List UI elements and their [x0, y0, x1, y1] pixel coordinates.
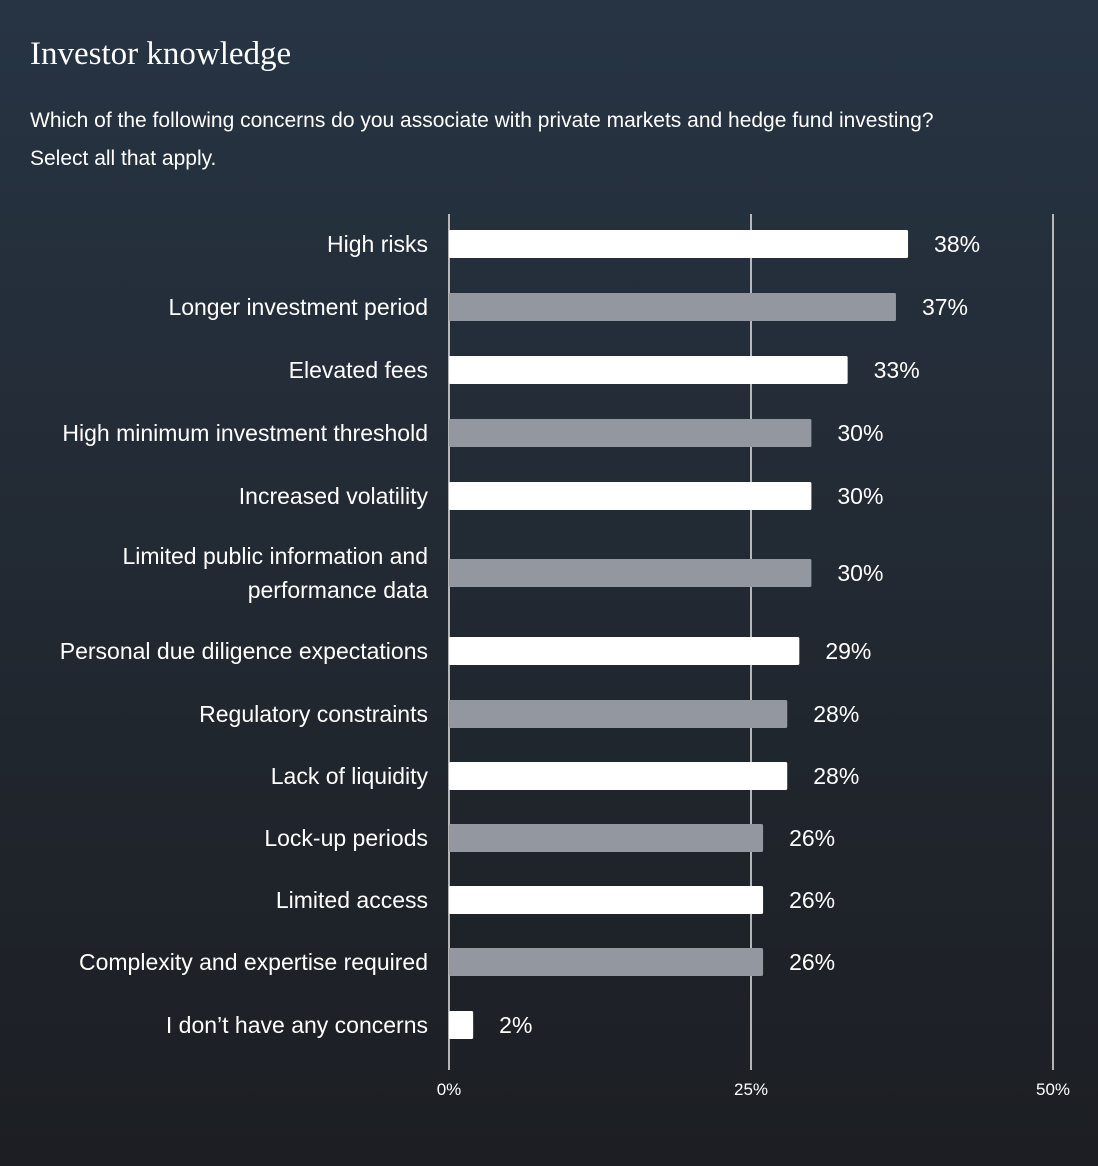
category-label: Complexity and expertise required: [79, 949, 428, 975]
value-label: 37%: [922, 294, 968, 320]
category-label: Lack of liquidity: [271, 763, 429, 789]
category-label: High minimum investment threshold: [62, 420, 428, 446]
category-label: Limited access: [276, 887, 428, 913]
bar: [449, 637, 800, 665]
value-label: 26%: [789, 887, 835, 913]
bar: [449, 886, 764, 914]
value-label: 30%: [837, 483, 883, 509]
value-label: 29%: [825, 638, 871, 664]
category-label: High risks: [327, 231, 428, 257]
bar: [449, 1011, 474, 1039]
bar: [449, 482, 812, 510]
category-label: Lock-up periods: [264, 825, 428, 851]
bar: [449, 419, 812, 447]
bar: [449, 700, 788, 728]
value-label: 28%: [813, 763, 859, 789]
category-label: performance data: [248, 577, 428, 603]
bar: [449, 293, 896, 321]
bar: [449, 230, 909, 258]
category-label: I don’t have any concerns: [166, 1012, 428, 1038]
chart-title: Investor knowledge: [30, 36, 292, 72]
category-label: Personal due diligence expectations: [60, 638, 428, 664]
x-tick-label: 50%: [1036, 1080, 1070, 1099]
value-label: 26%: [789, 949, 835, 975]
value-label: 33%: [874, 357, 920, 383]
value-label: 26%: [789, 825, 835, 851]
value-label: 30%: [837, 560, 883, 586]
value-label: 28%: [813, 701, 859, 727]
bar: [449, 762, 788, 790]
value-label: 30%: [837, 420, 883, 446]
subtitle-line-2: Select all that apply.: [30, 147, 217, 170]
bar: [449, 824, 764, 852]
category-label: Limited public information and: [122, 543, 428, 569]
bar: [449, 356, 848, 384]
category-label: Increased volatility: [239, 483, 429, 509]
value-label: 38%: [934, 231, 980, 257]
value-label: 2%: [499, 1012, 532, 1038]
x-tick-label: 0%: [437, 1080, 462, 1099]
subtitle-line-1: Which of the following concerns do you a…: [30, 109, 934, 132]
bar: [449, 559, 812, 587]
category-label: Regulatory constraints: [199, 701, 428, 727]
category-label: Elevated fees: [289, 357, 428, 383]
bar: [449, 948, 764, 976]
chart-subtitle: Which of the following concerns do you a…: [30, 102, 1030, 178]
category-label: Longer investment period: [168, 294, 428, 320]
x-tick-label: 25%: [734, 1080, 768, 1099]
